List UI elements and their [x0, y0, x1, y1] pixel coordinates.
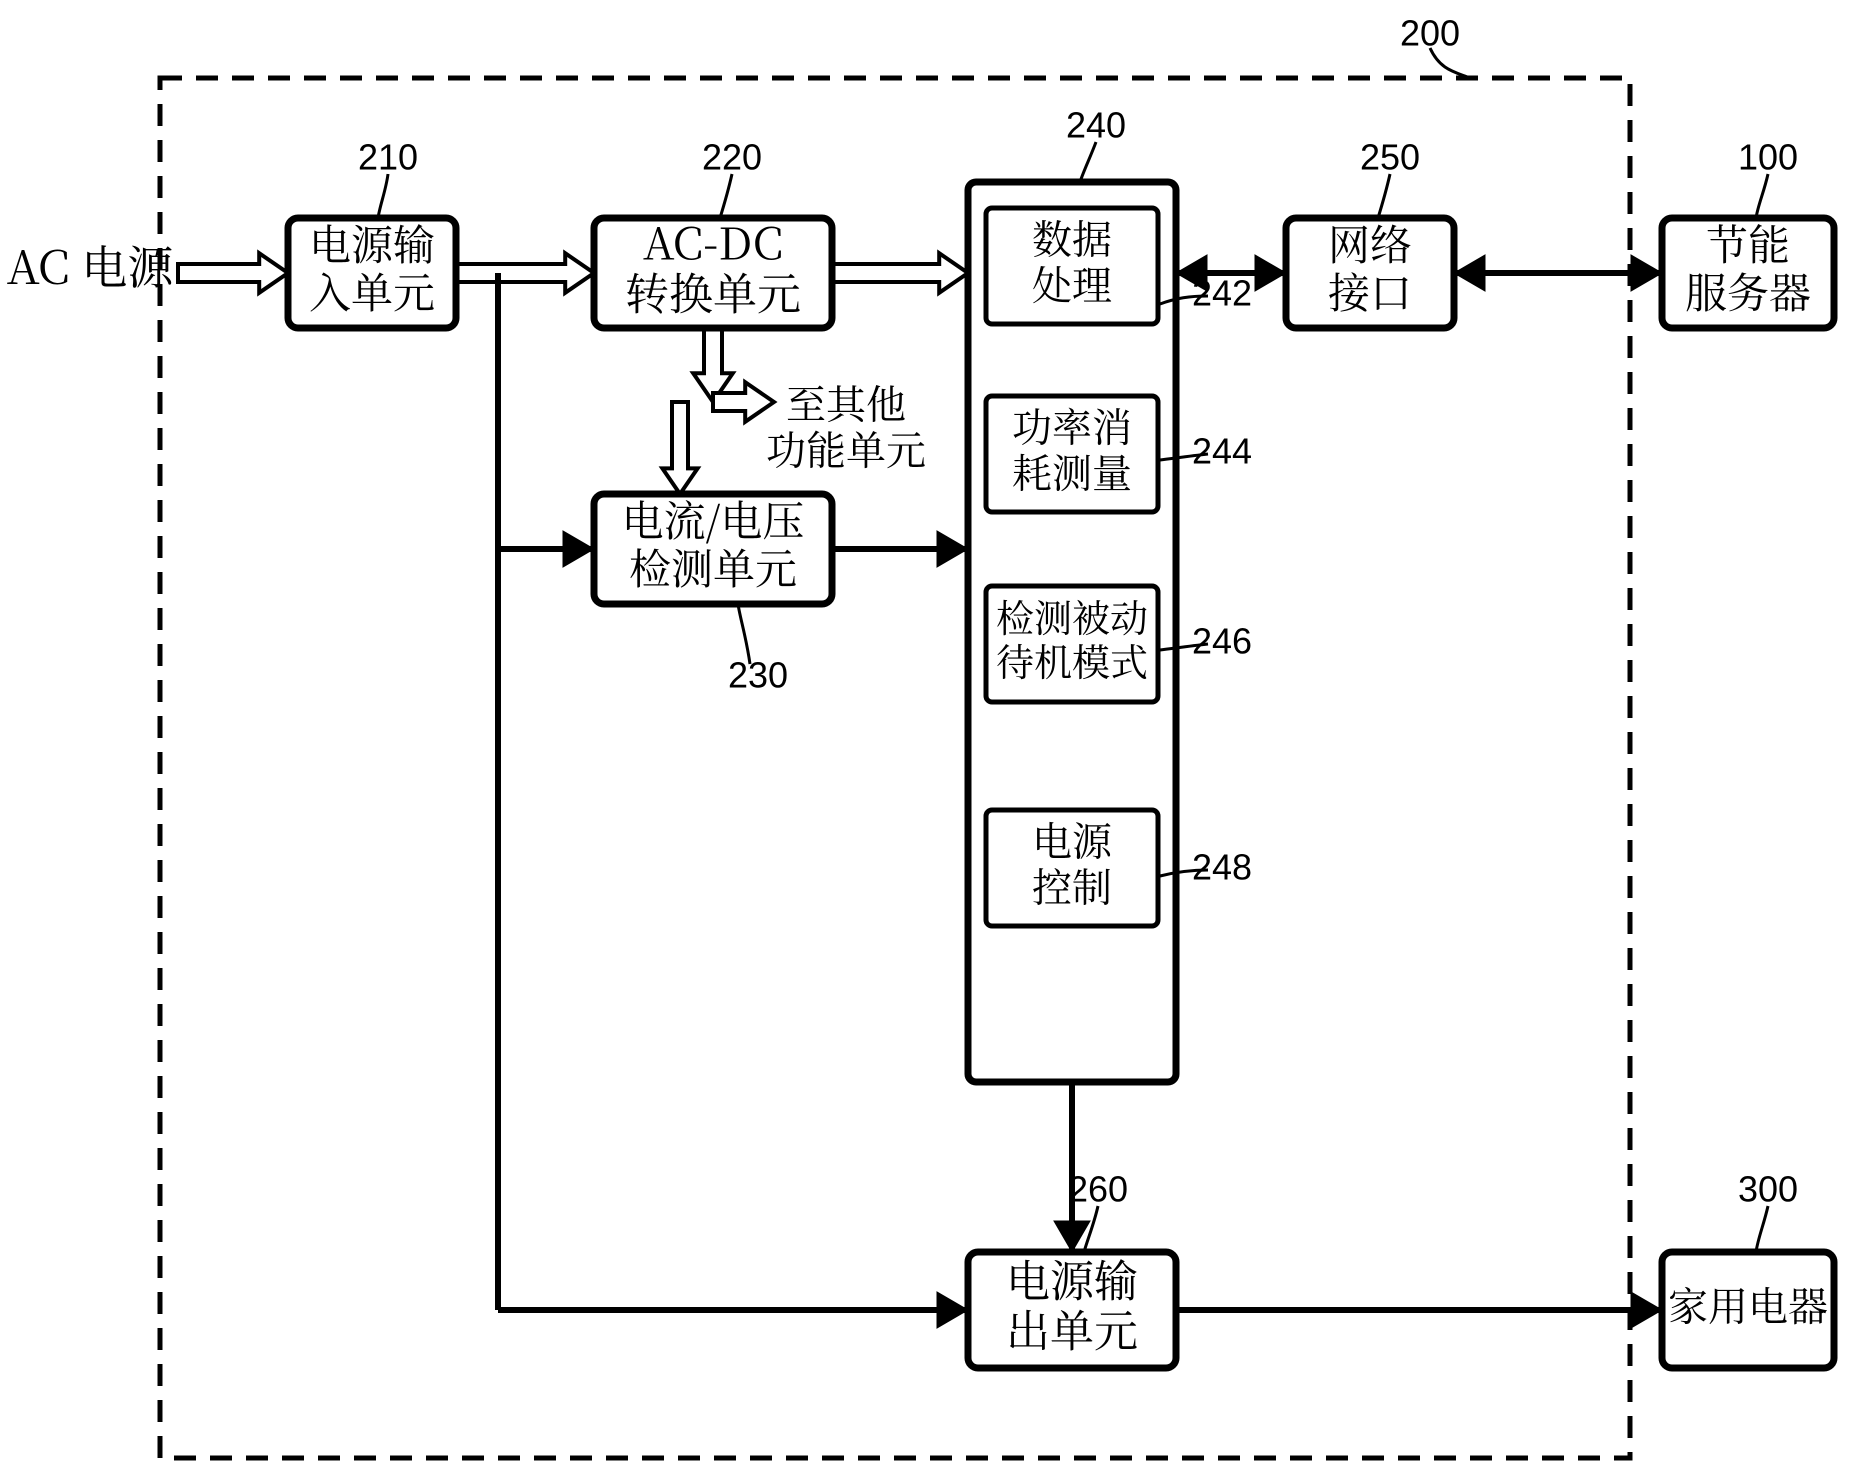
ref-260: 260	[1068, 1169, 1128, 1210]
block-mcu_power-label-1: 耗测量	[1012, 442, 1132, 499]
freetext-other-units-1: 功能单元	[766, 419, 926, 476]
block-mcu_ctrl-label-1: 控制	[1032, 856, 1112, 913]
ref-230: 230	[728, 655, 788, 696]
block-mcu_standby-label-1: 待机模式	[996, 632, 1148, 687]
ref-246: 246	[1192, 621, 1252, 662]
ref-242: 242	[1192, 273, 1252, 314]
block-net_if-label-1: 接口	[1328, 261, 1412, 321]
block-appliance-label-0: 家用电器	[1668, 1275, 1828, 1332]
ref-300: 300	[1738, 1169, 1798, 1210]
block-mcu_data-label-1: 处理	[1032, 254, 1112, 311]
ref-200: 200	[1400, 13, 1460, 54]
ref-250: 250	[1360, 137, 1420, 178]
block-acdc-label-1: 转换单元	[625, 258, 801, 322]
ref-220: 220	[702, 137, 762, 178]
block-power_out-label-1: 出单元	[1006, 1295, 1138, 1359]
block-cv_detect-label-1: 检测单元	[629, 537, 797, 597]
block-server-label-1: 服务器	[1685, 261, 1811, 321]
ref-244: 244	[1192, 431, 1252, 472]
block-power_input-label-1: 入单元	[309, 261, 435, 321]
ref-248: 248	[1192, 847, 1252, 888]
ac-power-label: AC 电源	[7, 232, 175, 298]
ref-100: 100	[1738, 137, 1798, 178]
ref-240: 240	[1066, 105, 1126, 146]
ref-210: 210	[358, 137, 418, 178]
